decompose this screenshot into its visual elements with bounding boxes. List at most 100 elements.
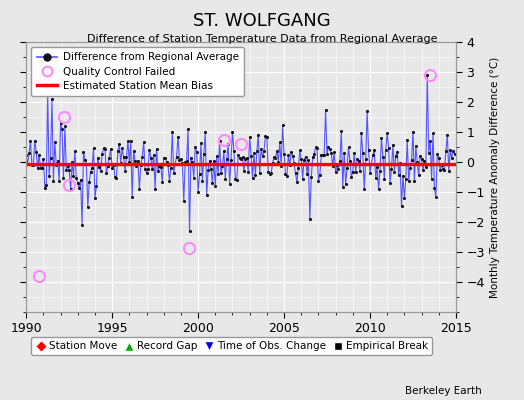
Point <box>438 162 446 168</box>
Point <box>78 222 86 228</box>
Point <box>36 165 45 172</box>
Point <box>245 134 254 140</box>
Point <box>69 173 78 180</box>
Point <box>272 148 281 154</box>
Point <box>436 167 444 174</box>
Point <box>143 170 151 176</box>
Point <box>195 171 204 178</box>
Point <box>281 170 290 177</box>
Point <box>219 163 227 170</box>
Point <box>271 155 280 162</box>
Point <box>129 148 138 154</box>
Point <box>200 151 208 157</box>
Text: ST. WOLFGANG: ST. WOLFGANG <box>193 12 331 30</box>
Point <box>377 135 386 141</box>
Point <box>149 152 158 158</box>
Point <box>310 151 318 158</box>
Point <box>294 165 302 171</box>
Point <box>128 194 136 200</box>
Point <box>210 158 218 164</box>
Point <box>181 159 189 166</box>
Point <box>174 133 182 140</box>
Point <box>155 163 163 170</box>
Point <box>154 168 162 175</box>
Point <box>440 167 449 173</box>
Point <box>235 155 244 161</box>
Point <box>202 192 211 198</box>
Point <box>118 145 126 152</box>
Point <box>238 154 247 160</box>
Point <box>339 184 347 190</box>
Point <box>326 146 334 152</box>
Point <box>188 159 196 166</box>
Point <box>170 170 178 176</box>
Point <box>267 170 275 176</box>
Point <box>350 150 358 156</box>
Point <box>42 182 50 188</box>
Point <box>423 72 431 78</box>
Point <box>81 156 89 163</box>
Point <box>416 152 424 159</box>
Point <box>397 202 406 209</box>
Point <box>171 161 179 167</box>
Point <box>88 165 96 172</box>
Point <box>307 174 315 181</box>
Point <box>101 146 109 153</box>
Point <box>422 164 430 170</box>
Point <box>100 145 108 151</box>
Point <box>446 147 454 153</box>
Point <box>190 174 198 181</box>
Point <box>192 149 201 155</box>
Point <box>57 120 65 126</box>
Point <box>221 176 230 182</box>
Point <box>108 165 116 172</box>
Point <box>414 172 423 178</box>
Point <box>301 154 310 160</box>
Point <box>352 169 360 175</box>
Point <box>261 133 270 140</box>
Point <box>251 172 259 178</box>
Point <box>407 157 416 164</box>
Point <box>73 180 82 186</box>
Point <box>372 175 380 182</box>
Point <box>405 178 413 184</box>
Point <box>444 168 453 174</box>
Point <box>201 129 210 136</box>
Point <box>131 158 139 164</box>
Point <box>288 152 297 159</box>
Point <box>250 150 258 156</box>
Point <box>177 155 185 162</box>
Point <box>39 156 48 162</box>
Point <box>413 159 421 165</box>
Point <box>319 152 327 158</box>
Point <box>187 155 195 161</box>
Point <box>305 216 314 222</box>
Point <box>161 155 169 162</box>
Point <box>286 162 294 168</box>
Point <box>346 158 354 164</box>
Point <box>449 148 457 154</box>
Point <box>253 148 261 154</box>
Point <box>125 159 134 166</box>
Point <box>327 150 335 156</box>
Point <box>204 166 212 173</box>
Y-axis label: Monthly Temperature Anomaly Difference (°C): Monthly Temperature Anomaly Difference (… <box>490 56 500 298</box>
Point <box>217 169 225 176</box>
Point <box>410 178 419 184</box>
Point <box>277 162 286 169</box>
Point <box>309 154 317 160</box>
Point <box>376 168 384 174</box>
Point <box>59 174 68 181</box>
Point <box>412 143 420 150</box>
Point <box>330 148 339 155</box>
Point <box>71 148 79 154</box>
Point <box>373 163 381 170</box>
Point <box>303 171 311 177</box>
Point <box>137 162 145 168</box>
Point <box>132 163 140 169</box>
Point <box>329 163 337 170</box>
Point <box>268 160 277 166</box>
Point <box>162 159 171 165</box>
Point <box>151 186 159 192</box>
Point <box>450 150 458 157</box>
